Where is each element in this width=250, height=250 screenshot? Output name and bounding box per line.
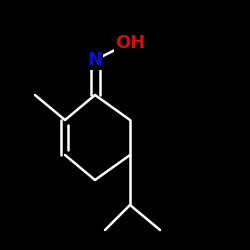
- Text: N: N: [88, 51, 102, 69]
- Text: OH: OH: [115, 34, 145, 52]
